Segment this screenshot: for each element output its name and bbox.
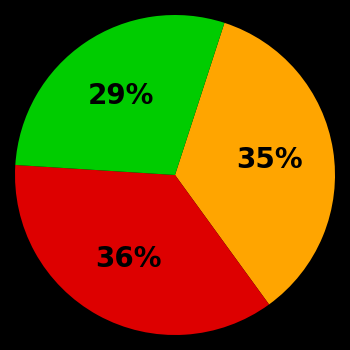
Wedge shape — [15, 15, 224, 175]
Wedge shape — [15, 165, 269, 335]
Text: 35%: 35% — [237, 146, 303, 174]
Wedge shape — [175, 23, 335, 304]
Text: 36%: 36% — [96, 245, 162, 273]
Text: 29%: 29% — [88, 82, 154, 110]
